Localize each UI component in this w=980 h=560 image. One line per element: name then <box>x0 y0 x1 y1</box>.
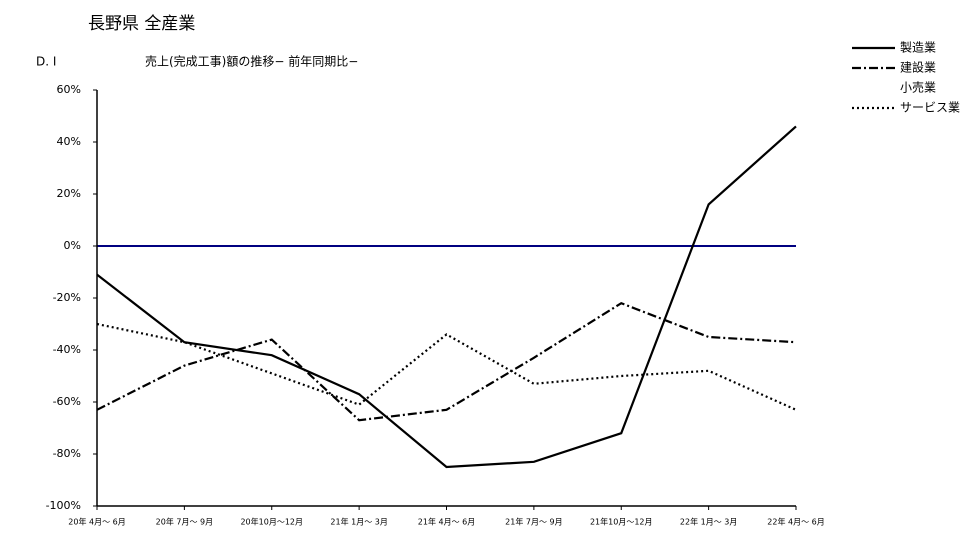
x-tick-label: 20年10月～12月 <box>240 517 303 527</box>
y-tick-label: 20% <box>57 187 81 200</box>
x-tick-label: 21年 1月～ 3月 <box>330 517 387 527</box>
x-tick-label: 20年 4月～ 6月 <box>68 517 125 527</box>
series-line <box>96 322 797 411</box>
y-tick-label: -20% <box>53 291 81 304</box>
x-tick-label: 20年 7月～ 9月 <box>156 517 213 527</box>
series-line <box>96 125 797 469</box>
legend-label: 小売業 <box>900 80 936 95</box>
chart-subtitle: 売上(完成工事)額の推移− 前年同期比− <box>145 54 358 69</box>
y-axis-label: D. I <box>36 55 56 69</box>
legend-label: 建設業 <box>900 60 936 75</box>
y-tick-label: -100% <box>46 499 81 512</box>
x-tick-label: 21年 4月～ 6月 <box>418 517 475 527</box>
series-line <box>96 301 797 422</box>
x-tick-label: 21年10月～12月 <box>590 517 653 527</box>
y-tick-label: 0% <box>64 239 81 252</box>
x-tick-label: 22年 4月～ 6月 <box>767 517 824 527</box>
y-tick-label: 60% <box>57 83 81 96</box>
y-tick-label: -40% <box>53 343 81 356</box>
legend-label: サービス業 <box>900 101 960 115</box>
x-tick-label: 22年 1月～ 3月 <box>680 517 737 527</box>
y-tick-label: -60% <box>53 395 81 408</box>
legend-label: 製造業 <box>900 41 936 55</box>
y-tick-label: -80% <box>53 447 81 460</box>
y-tick-label: 40% <box>57 135 81 148</box>
chart-title: 長野県 全産業 <box>88 14 195 34</box>
x-tick-label: 21年 7月～ 9月 <box>505 517 562 527</box>
